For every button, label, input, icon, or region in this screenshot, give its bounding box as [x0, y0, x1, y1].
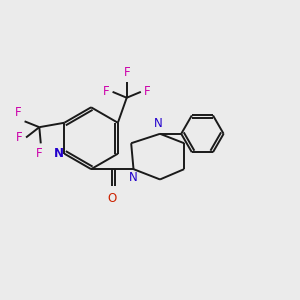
Text: F: F	[144, 85, 150, 98]
Text: N: N	[129, 171, 138, 184]
Text: N: N	[154, 117, 163, 130]
Text: F: F	[36, 147, 43, 160]
Text: F: F	[16, 131, 22, 144]
Text: O: O	[108, 191, 117, 205]
Text: F: F	[14, 106, 21, 119]
Text: F: F	[123, 66, 130, 79]
Text: F: F	[103, 85, 110, 98]
Text: N: N	[54, 147, 64, 160]
